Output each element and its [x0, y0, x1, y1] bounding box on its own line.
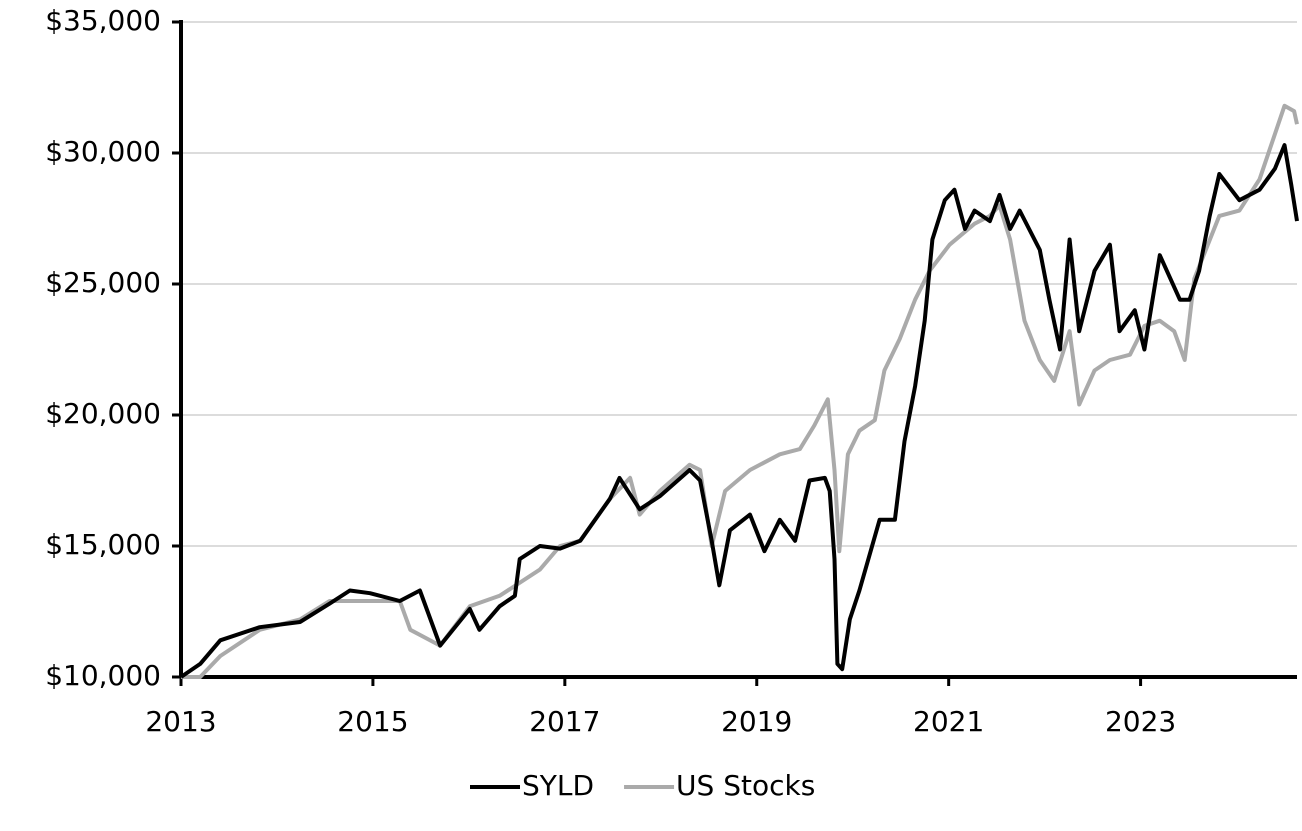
y-tick-label: $10,000 — [45, 659, 161, 692]
y-tick-label: $30,000 — [45, 135, 161, 168]
x-tick-label: 2015 — [337, 705, 408, 738]
legend-label: SYLD — [522, 769, 594, 802]
legend-label: US Stocks — [676, 769, 815, 802]
y-tick-label: $20,000 — [45, 397, 161, 430]
x-tick-label: 2019 — [721, 705, 792, 738]
series-line — [181, 103, 1299, 679]
x-tick-label: 2023 — [1105, 705, 1176, 738]
x-tick-label: 2021 — [913, 705, 984, 738]
y-tick-label: $25,000 — [45, 266, 161, 299]
series-line — [179, 143, 1299, 679]
x-tick-label: 2013 — [145, 705, 216, 738]
y-tick-label: $15,000 — [45, 528, 161, 561]
y-tick-label: $35,000 — [45, 4, 161, 37]
x-tick-label: 2017 — [529, 705, 600, 738]
